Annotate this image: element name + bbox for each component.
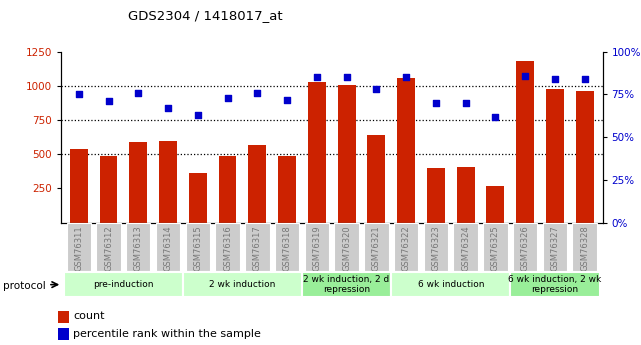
- Text: percentile rank within the sample: percentile rank within the sample: [73, 329, 261, 338]
- Text: GSM76318: GSM76318: [283, 225, 292, 271]
- FancyBboxPatch shape: [453, 223, 478, 271]
- FancyBboxPatch shape: [275, 223, 299, 271]
- Point: [342, 75, 352, 80]
- Text: GSM76327: GSM76327: [551, 225, 560, 271]
- Text: GSM76313: GSM76313: [134, 225, 143, 271]
- FancyBboxPatch shape: [424, 223, 448, 271]
- FancyBboxPatch shape: [304, 223, 329, 271]
- FancyBboxPatch shape: [67, 223, 91, 271]
- Point: [371, 87, 381, 92]
- Bar: [456, 167, 474, 223]
- Point: [193, 112, 203, 118]
- Bar: [487, 186, 504, 223]
- Bar: [219, 156, 237, 223]
- Point: [74, 92, 84, 97]
- FancyBboxPatch shape: [64, 272, 183, 297]
- FancyBboxPatch shape: [335, 223, 359, 271]
- Point: [222, 95, 233, 101]
- Text: GSM76321: GSM76321: [372, 225, 381, 270]
- Bar: [278, 156, 296, 223]
- Bar: [70, 149, 88, 223]
- Point: [133, 90, 144, 96]
- FancyBboxPatch shape: [391, 272, 510, 297]
- Bar: [427, 168, 445, 223]
- Point: [282, 97, 292, 102]
- Bar: [159, 140, 177, 223]
- FancyBboxPatch shape: [510, 272, 599, 297]
- Bar: [338, 85, 356, 223]
- Text: GSM76317: GSM76317: [253, 225, 262, 271]
- Point: [460, 100, 470, 106]
- Text: GSM76312: GSM76312: [104, 225, 113, 270]
- FancyBboxPatch shape: [156, 223, 180, 271]
- Bar: [367, 135, 385, 223]
- Bar: [397, 78, 415, 223]
- FancyBboxPatch shape: [394, 223, 419, 271]
- Text: GSM76322: GSM76322: [402, 225, 411, 270]
- Bar: [129, 142, 147, 223]
- Bar: [546, 89, 564, 223]
- Text: protocol: protocol: [3, 281, 46, 290]
- Text: 6 wk induction, 2 wk
repression: 6 wk induction, 2 wk repression: [508, 275, 601, 294]
- Bar: [99, 156, 117, 223]
- Text: 2 wk induction: 2 wk induction: [209, 280, 276, 289]
- Text: GDS2304 / 1418017_at: GDS2304 / 1418017_at: [128, 9, 283, 22]
- FancyBboxPatch shape: [543, 223, 567, 271]
- FancyBboxPatch shape: [245, 223, 269, 271]
- Bar: [58, 310, 69, 323]
- Point: [401, 75, 412, 80]
- Bar: [249, 145, 266, 223]
- Text: GSM76315: GSM76315: [194, 225, 203, 270]
- Bar: [576, 91, 594, 223]
- Text: GSM76319: GSM76319: [312, 225, 321, 270]
- Point: [431, 100, 441, 106]
- Text: GSM76328: GSM76328: [580, 225, 589, 271]
- FancyBboxPatch shape: [96, 223, 121, 271]
- Bar: [308, 82, 326, 223]
- FancyBboxPatch shape: [513, 223, 537, 271]
- Point: [579, 76, 590, 82]
- Bar: [189, 173, 206, 223]
- Text: count: count: [73, 312, 104, 321]
- Point: [520, 73, 530, 78]
- Text: GSM76325: GSM76325: [491, 225, 500, 270]
- Bar: [516, 61, 534, 223]
- Text: 6 wk induction: 6 wk induction: [417, 280, 484, 289]
- Text: GSM76314: GSM76314: [163, 225, 172, 270]
- Text: GSM76324: GSM76324: [461, 225, 470, 270]
- Point: [490, 114, 501, 119]
- Point: [550, 76, 560, 82]
- FancyBboxPatch shape: [483, 223, 508, 271]
- FancyBboxPatch shape: [364, 223, 388, 271]
- Point: [252, 90, 262, 96]
- Text: 2 wk induction, 2 d
repression: 2 wk induction, 2 d repression: [303, 275, 390, 294]
- Bar: [58, 328, 69, 340]
- Text: GSM76311: GSM76311: [74, 225, 83, 270]
- FancyBboxPatch shape: [572, 223, 597, 271]
- Point: [163, 105, 173, 111]
- Text: GSM76326: GSM76326: [520, 225, 529, 271]
- Point: [103, 99, 113, 104]
- FancyBboxPatch shape: [302, 272, 391, 297]
- FancyBboxPatch shape: [186, 223, 210, 271]
- Text: GSM76320: GSM76320: [342, 225, 351, 270]
- Point: [312, 75, 322, 80]
- Text: GSM76323: GSM76323: [431, 225, 440, 271]
- FancyBboxPatch shape: [126, 223, 151, 271]
- FancyBboxPatch shape: [183, 272, 302, 297]
- Text: GSM76316: GSM76316: [223, 225, 232, 271]
- Text: pre-induction: pre-induction: [93, 280, 154, 289]
- FancyBboxPatch shape: [215, 223, 240, 271]
